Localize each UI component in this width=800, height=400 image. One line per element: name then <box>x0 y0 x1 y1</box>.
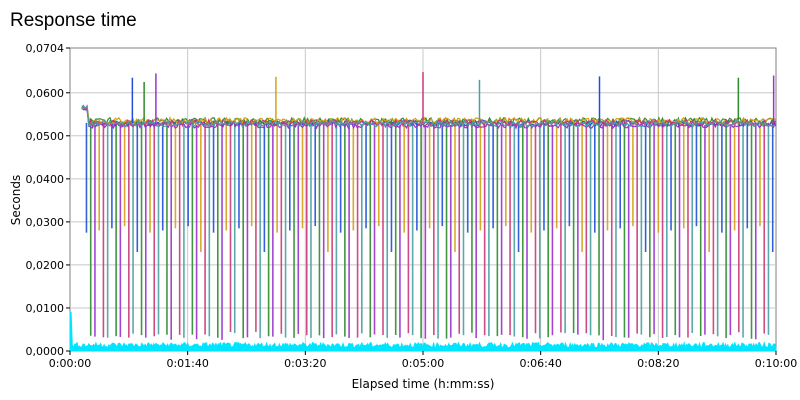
y-tick-label: 0,0200 <box>26 259 65 272</box>
y-axis-title: Seconds <box>9 175 23 225</box>
x-axis-title: Elapsed time (h:mm:ss) <box>352 377 495 391</box>
x-axis-ticks: 0:00:00 0:01:40 0:03:20 0:05:00 0:06:40 0:08:… <box>49 351 797 370</box>
y-axis-ticks: 0,0000 0,0100 0,0200 0,0300 0,0400 0,0500 0,06… <box>26 42 70 358</box>
x-tick-label: 0:08:20 <box>637 357 679 370</box>
y-tick-label: 0,0400 <box>26 173 65 186</box>
x-tick-label: 0:10:00 <box>755 357 797 370</box>
chart-title: Response time <box>10 10 137 31</box>
y-tick-label: 0,0100 <box>26 302 65 315</box>
x-tick-label: 0:00:00 <box>49 357 91 370</box>
y-tick-label: 0,0600 <box>26 87 65 100</box>
baseline-series <box>69 311 777 352</box>
x-tick-label: 0:06:40 <box>519 357 561 370</box>
series-lines <box>69 72 777 352</box>
y-tick-label: 0,0300 <box>26 216 65 229</box>
series-line <box>81 104 776 129</box>
x-tick-label: 0:01:40 <box>166 357 208 370</box>
y-tick-label: 0,0704 <box>26 42 65 55</box>
y-tick-label: 0,0500 <box>26 130 65 143</box>
x-tick-label: 0:03:20 <box>284 357 326 370</box>
x-tick-label: 0:05:00 <box>402 357 444 370</box>
y-tick-label: 0,0000 <box>26 345 65 358</box>
series-bars <box>85 120 774 341</box>
